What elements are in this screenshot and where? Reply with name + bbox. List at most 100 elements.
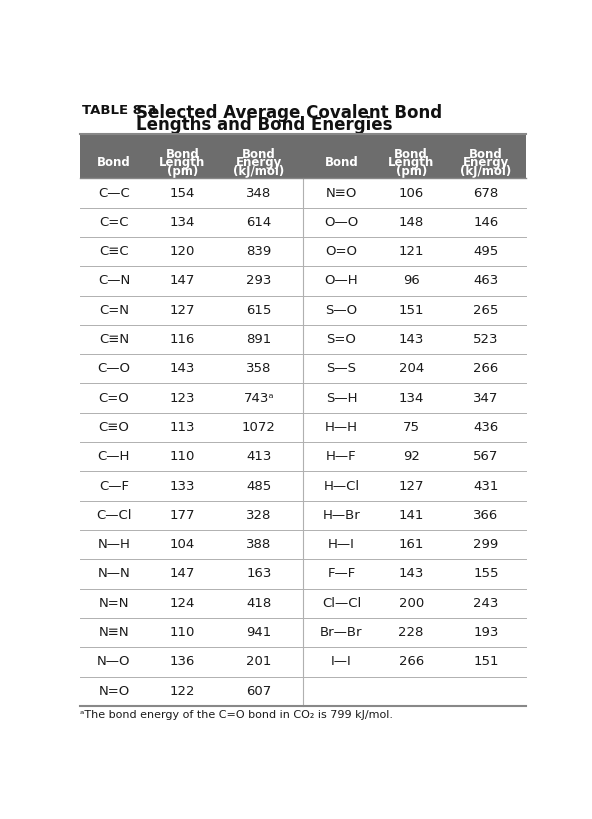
Text: N≡N: N≡N <box>99 626 129 639</box>
Text: 143: 143 <box>398 568 424 581</box>
Text: (pm): (pm) <box>395 165 427 178</box>
Text: 122: 122 <box>170 685 195 698</box>
Text: 110: 110 <box>170 626 195 639</box>
Text: H—I: H—I <box>328 538 355 551</box>
Text: 358: 358 <box>246 362 272 375</box>
Text: C—F: C—F <box>99 480 129 492</box>
Text: 293: 293 <box>246 274 272 287</box>
Text: 141: 141 <box>398 509 424 522</box>
Text: C—O: C—O <box>98 362 130 375</box>
Text: 523: 523 <box>473 333 498 346</box>
Text: S=O: S=O <box>326 333 356 346</box>
Text: 348: 348 <box>246 187 272 200</box>
Text: 110: 110 <box>170 450 195 464</box>
Text: 607: 607 <box>246 685 272 698</box>
Bar <box>80 133 526 179</box>
Text: TABLE 8.3: TABLE 8.3 <box>82 104 156 116</box>
Text: 143: 143 <box>398 333 424 346</box>
Text: 431: 431 <box>473 480 498 492</box>
Text: Energy: Energy <box>236 156 282 169</box>
Text: Bond: Bond <box>166 147 200 161</box>
Text: 146: 146 <box>473 216 498 229</box>
Text: S—S: S—S <box>326 362 356 375</box>
Text: I—I: I—I <box>331 655 352 668</box>
Text: 413: 413 <box>246 450 272 464</box>
Text: 127: 127 <box>170 304 195 317</box>
Text: C—H: C—H <box>98 450 130 464</box>
Text: N—H: N—H <box>98 538 130 551</box>
Text: 116: 116 <box>170 333 195 346</box>
Text: 839: 839 <box>246 245 272 258</box>
Text: 418: 418 <box>246 597 272 610</box>
Text: H—Cl: H—Cl <box>323 480 359 492</box>
Text: O—O: O—O <box>324 216 359 229</box>
Text: 200: 200 <box>398 597 424 610</box>
Text: 106: 106 <box>398 187 424 200</box>
Text: N—O: N—O <box>97 655 131 668</box>
Text: 299: 299 <box>473 538 498 551</box>
Text: Cl—Cl: Cl—Cl <box>321 597 361 610</box>
Text: H—F: H—F <box>326 450 357 464</box>
Text: 151: 151 <box>398 304 424 317</box>
Text: 485: 485 <box>246 480 272 492</box>
Text: C—C: C—C <box>98 187 130 200</box>
Text: 143: 143 <box>170 362 195 375</box>
Text: 121: 121 <box>398 245 424 258</box>
Text: 243: 243 <box>473 597 498 610</box>
Text: 941: 941 <box>246 626 272 639</box>
Text: 154: 154 <box>170 187 195 200</box>
Text: C≡O: C≡O <box>98 421 129 434</box>
Text: C=C: C=C <box>99 216 128 229</box>
Text: Length: Length <box>388 156 435 169</box>
Text: 161: 161 <box>398 538 424 551</box>
Text: C=N: C=N <box>99 304 129 317</box>
Text: N—N: N—N <box>98 568 130 581</box>
Text: 366: 366 <box>473 509 498 522</box>
Text: 614: 614 <box>246 216 272 229</box>
Text: C≡N: C≡N <box>99 333 129 346</box>
Text: 567: 567 <box>473 450 498 464</box>
Text: Bond: Bond <box>324 156 358 169</box>
Text: 193: 193 <box>473 626 498 639</box>
Text: 134: 134 <box>170 216 195 229</box>
Text: H—Br: H—Br <box>323 509 361 522</box>
Text: Bond: Bond <box>469 147 503 161</box>
Text: 104: 104 <box>170 538 195 551</box>
Text: 163: 163 <box>246 568 272 581</box>
Text: 148: 148 <box>398 216 424 229</box>
Text: O=O: O=O <box>326 245 358 258</box>
Text: 75: 75 <box>403 421 420 434</box>
Text: 266: 266 <box>473 362 498 375</box>
Text: C—N: C—N <box>98 274 130 287</box>
Text: 388: 388 <box>246 538 272 551</box>
Text: 147: 147 <box>170 568 195 581</box>
Text: 113: 113 <box>170 421 195 434</box>
Text: 228: 228 <box>398 626 424 639</box>
Text: H—H: H—H <box>325 421 358 434</box>
Text: Bond: Bond <box>97 156 131 169</box>
Text: N=O: N=O <box>98 685 130 698</box>
Text: Length: Length <box>159 156 205 169</box>
Text: Bond: Bond <box>394 147 428 161</box>
Text: (pm): (pm) <box>167 165 198 178</box>
Text: Br—Br: Br—Br <box>320 626 363 639</box>
Text: 96: 96 <box>403 274 420 287</box>
Text: 743ᵃ: 743ᵃ <box>243 391 274 405</box>
Text: 134: 134 <box>398 391 424 405</box>
Text: 495: 495 <box>473 245 498 258</box>
Text: 151: 151 <box>473 655 498 668</box>
Text: 133: 133 <box>170 480 195 492</box>
Text: 147: 147 <box>170 274 195 287</box>
Text: Lengths and Bond Energies: Lengths and Bond Energies <box>136 116 392 134</box>
Text: (kJ/mol): (kJ/mol) <box>233 165 285 178</box>
Text: 463: 463 <box>473 274 498 287</box>
Text: 204: 204 <box>398 362 424 375</box>
Text: 678: 678 <box>473 187 498 200</box>
Text: (kJ/mol): (kJ/mol) <box>461 165 511 178</box>
Text: S—O: S—O <box>326 304 358 317</box>
Text: C=O: C=O <box>98 391 129 405</box>
Text: 127: 127 <box>398 480 424 492</box>
Text: Energy: Energy <box>463 156 509 169</box>
Text: C—Cl: C—Cl <box>96 509 131 522</box>
Text: 347: 347 <box>473 391 498 405</box>
